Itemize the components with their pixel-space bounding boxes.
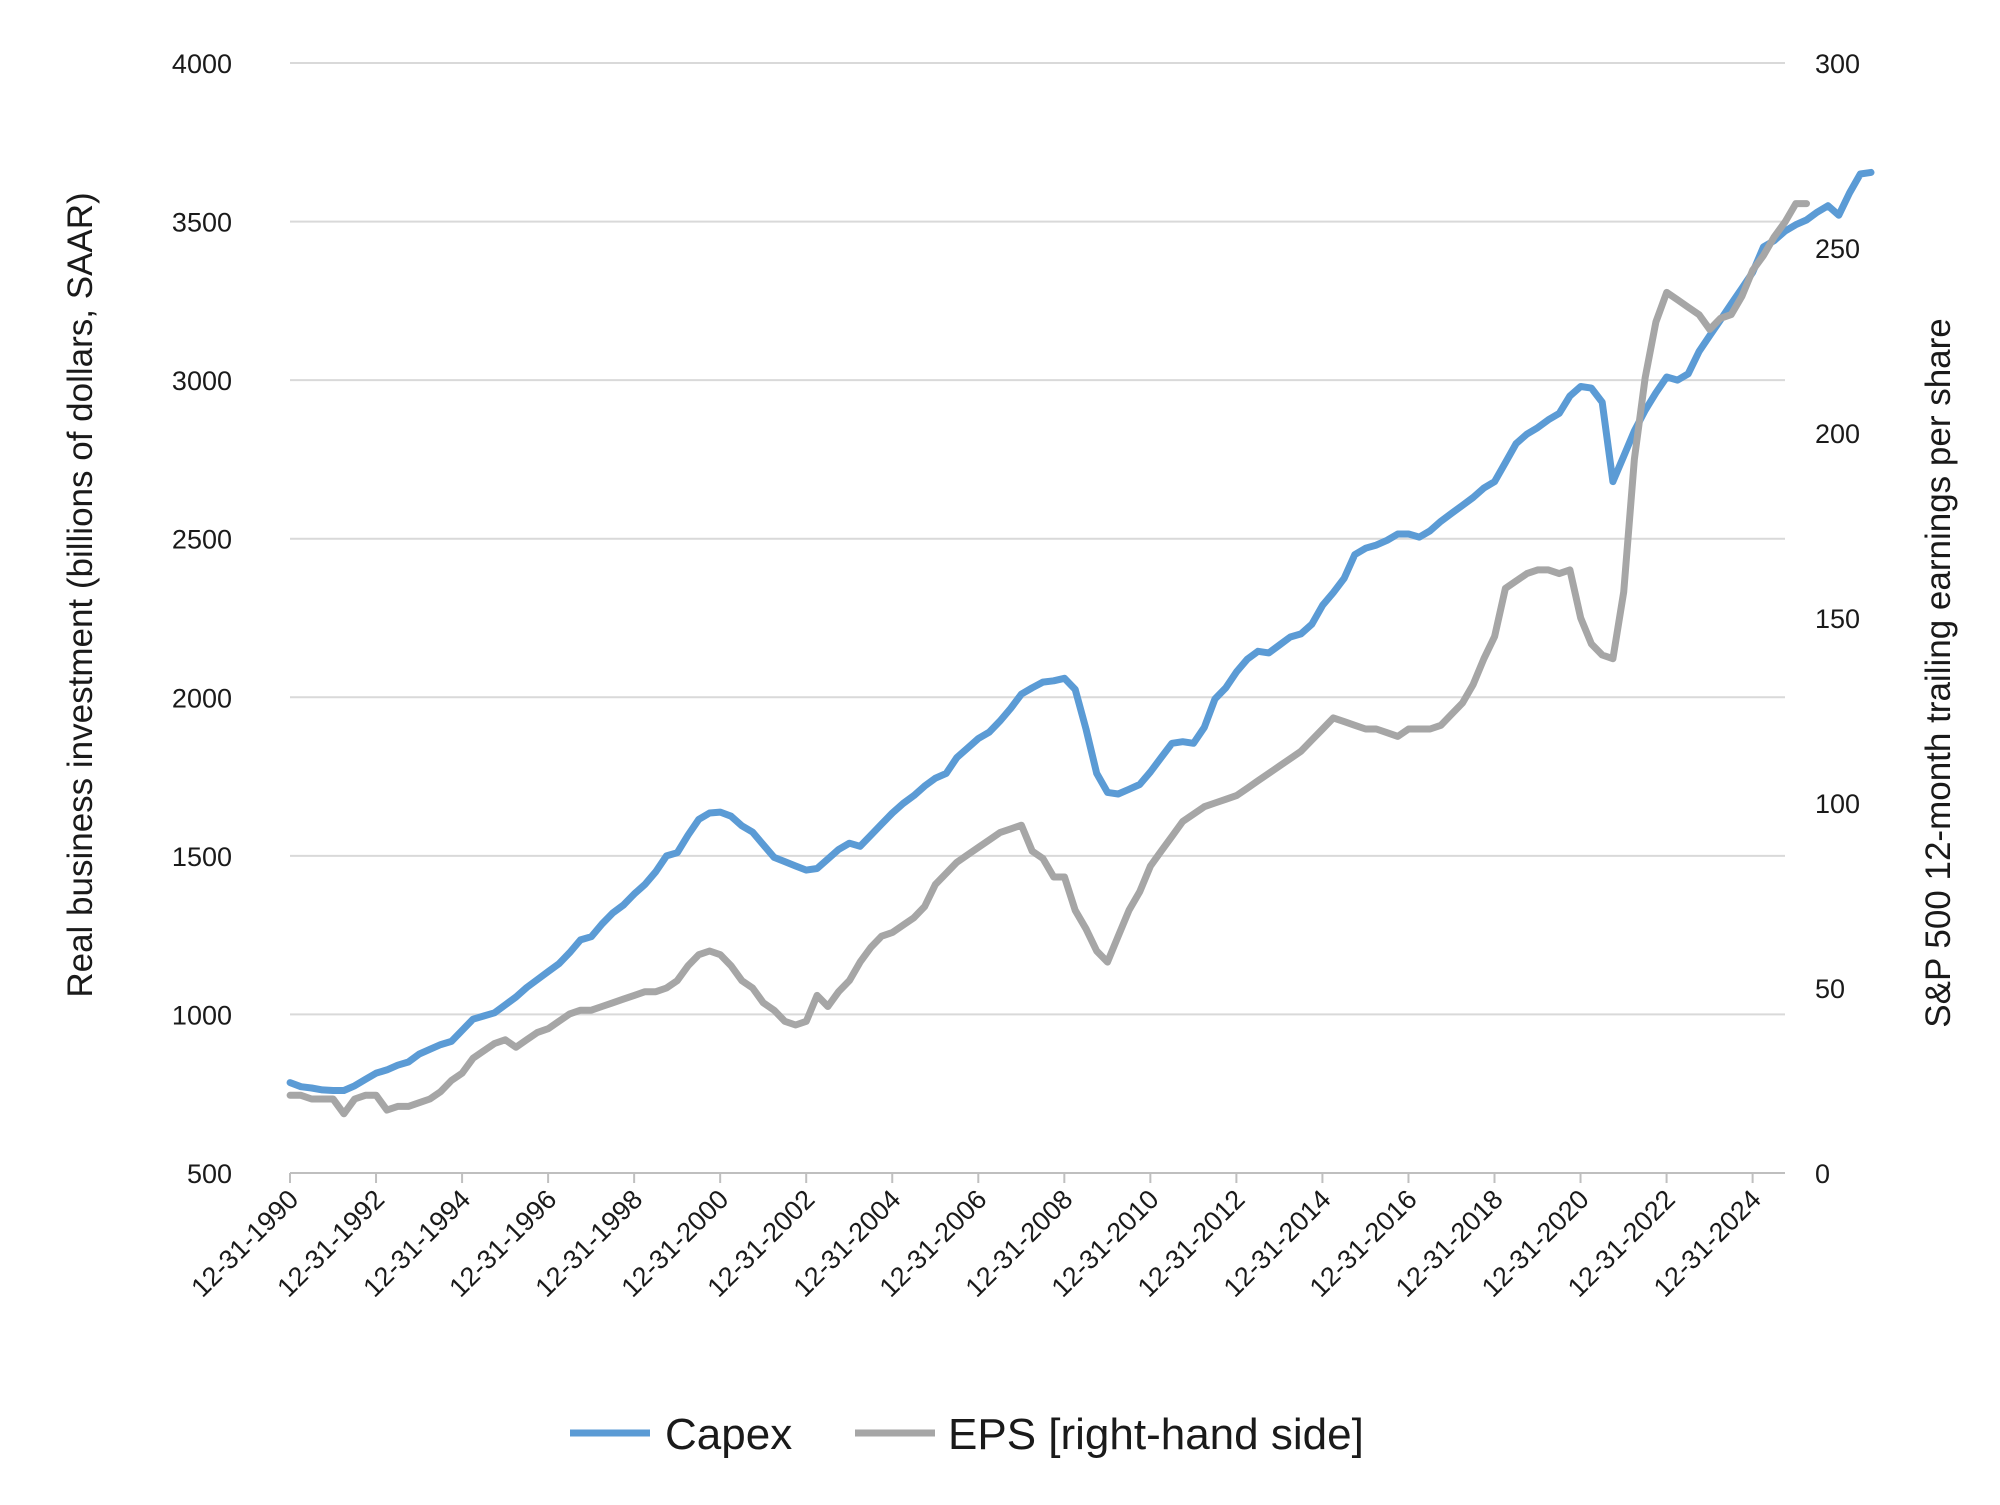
y2-tick-label-6: 300 xyxy=(1815,49,1860,79)
y2-tick-label-1: 50 xyxy=(1815,974,1845,1004)
legend-label-capex: Capex xyxy=(665,1410,792,1459)
legend-label-eps: EPS [right-hand side] xyxy=(948,1410,1364,1459)
y2-tick-label-4: 200 xyxy=(1815,419,1860,449)
series-line-capex xyxy=(286,168,1875,1094)
y2-tick-label-5: 250 xyxy=(1815,234,1860,264)
y2-tick-label-3: 150 xyxy=(1815,604,1860,634)
y-tick-label-6: 3500 xyxy=(172,208,232,238)
right-y-axis-title: S&P 500 12-month trailing earnings per s… xyxy=(1919,318,1958,1028)
x-tick-labels: 12-31-199012-31-199212-31-199412-31-1996… xyxy=(185,1173,1767,1303)
y-tick-label-1: 1000 xyxy=(172,1000,232,1030)
y-tick-label-5: 3000 xyxy=(172,366,232,396)
right-y-axis: 0 50 100 150 200 250 300 xyxy=(1815,49,1860,1189)
left-y-axis: 500 1000 1500 2000 2500 3000 3500 4000 xyxy=(172,49,232,1189)
y-tick-label-3: 2000 xyxy=(172,683,232,713)
series-lines xyxy=(286,168,1875,1118)
y-tick-label-2: 1500 xyxy=(172,842,232,872)
y-tick-label-7: 4000 xyxy=(172,49,232,79)
gridlines xyxy=(290,62,1785,1016)
legend: Capex EPS [right-hand side] xyxy=(570,1410,1364,1459)
y2-tick-label-2: 100 xyxy=(1815,789,1860,819)
y-tick-label-0: 500 xyxy=(187,1159,232,1189)
left-y-axis-title: Real business investment (billions of do… xyxy=(61,192,100,997)
y2-tick-label-0: 0 xyxy=(1815,1159,1830,1189)
series-line-eps xyxy=(286,200,1810,1118)
y-tick-label-4: 2500 xyxy=(172,525,232,555)
